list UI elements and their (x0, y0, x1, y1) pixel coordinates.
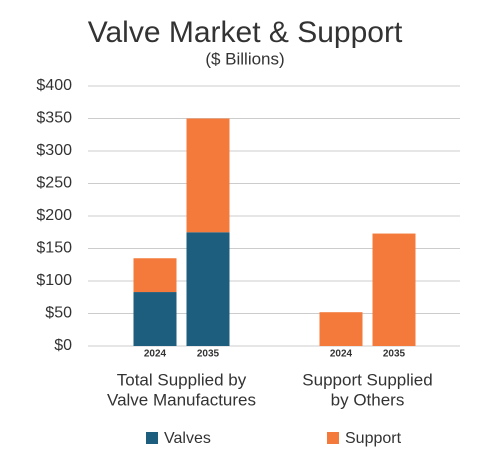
y-tick-label: $50 (45, 305, 72, 322)
legend-label: Support (345, 430, 402, 447)
legend-swatch (327, 432, 339, 444)
x-tick-label: 2024 (330, 349, 353, 360)
y-tick-label: $100 (36, 272, 72, 289)
chart-title: Valve Market & Support (88, 16, 403, 49)
x-tick-label: 2035 (197, 349, 220, 360)
y-tick-label: $400 (36, 77, 72, 94)
y-tick-label: $350 (36, 110, 72, 127)
bar-segment (186, 232, 230, 346)
bar-segment (133, 292, 177, 346)
legend-swatch (146, 432, 158, 444)
y-tick-label: $0 (54, 337, 72, 354)
group-label: by Others (331, 390, 405, 409)
bar-segment (372, 233, 416, 346)
bar-segment (186, 118, 230, 233)
y-tick-label: $150 (36, 240, 72, 257)
group-label: Total Supplied by (117, 370, 247, 389)
legend-label: Valves (164, 430, 211, 447)
bar-segment (319, 312, 363, 346)
bar-segment (133, 258, 177, 293)
y-tick-label: $300 (36, 142, 72, 159)
y-tick-label: $250 (36, 175, 72, 192)
group-label: Support Supplied (302, 370, 432, 389)
y-tick-label: $200 (36, 207, 72, 224)
x-tick-label: 2035 (383, 349, 406, 360)
x-tick-label: 2024 (144, 349, 167, 360)
group-label: Valve Manufactures (107, 390, 256, 409)
chart-subtitle: ($ Billions) (205, 49, 284, 68)
